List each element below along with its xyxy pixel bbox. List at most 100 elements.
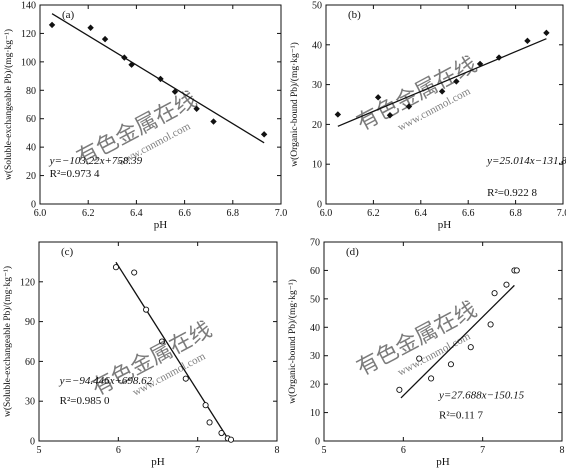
y-tick-label: 0 — [31, 200, 36, 211]
x-tick-label: 8 — [560, 445, 565, 456]
plot-frame — [38, 241, 278, 442]
panel-d: 5 6 7 8 0 10 20 30 40 50 60 70 pH w(Organic-bound Pb)… — [287, 238, 565, 469]
y-tick-label: 0 — [30, 437, 35, 448]
y-tick-label: 0 — [315, 437, 320, 448]
data-point — [218, 429, 225, 437]
x-tick-label: 6.8 — [509, 208, 522, 219]
x-axis-label: pH — [438, 219, 452, 231]
x-tick-label: 5 — [322, 445, 327, 456]
y-tick-label: 50 — [310, 294, 320, 305]
data-point — [487, 321, 494, 328]
panel-label: (c) — [61, 246, 74, 258]
data-point — [182, 375, 189, 382]
y-tick-label: 40 — [312, 40, 322, 51]
y-tick-label: 40 — [310, 323, 320, 334]
data-point — [476, 60, 484, 68]
data-point — [227, 436, 235, 443]
data-point — [447, 361, 454, 368]
y-tick-label: 60 — [25, 357, 35, 368]
data-point — [513, 267, 520, 274]
y-tick-label: 60 — [310, 266, 320, 277]
data-point — [416, 355, 423, 362]
x-tick-label: 7.0 — [275, 208, 288, 219]
data-point — [202, 402, 209, 409]
y-tick-label: 90 — [25, 317, 35, 328]
fit-equation: y=−94.446x+698.62 — [59, 375, 153, 387]
y-axis-label: w(Organic-bound Pb)/(mg·kg⁻¹) — [287, 279, 298, 404]
data-point — [503, 281, 510, 288]
y-tick-label: 20 — [26, 171, 36, 182]
data-point — [405, 103, 413, 110]
x-tick-label: 7 — [480, 445, 485, 456]
fit-equation: y=−103.22x+758.39 — [49, 155, 143, 167]
data-point — [396, 386, 403, 393]
data-point — [157, 75, 164, 83]
y-tick-label: 20 — [310, 380, 320, 391]
x-tick-label: 6.4 — [130, 208, 143, 219]
regression-line — [337, 38, 547, 127]
r-squared-label: R²=0.11 7 — [439, 409, 483, 421]
x-tick-label: 6.6 — [178, 208, 191, 219]
x-axis-label: pH — [154, 219, 168, 231]
y-tick-label: 60 — [26, 114, 36, 125]
panel-label: (d) — [346, 246, 359, 258]
panel-b: 6.0 6.2 6.4 6.6 6.8 7.0 0 10 20 30 40 50 pH w(Organic… — [289, 1, 566, 232]
x-axis-label: pH — [151, 456, 165, 468]
data-point — [158, 338, 166, 345]
y-tick-label: 10 — [310, 408, 320, 419]
plot-frame — [39, 4, 282, 205]
data-point — [334, 111, 342, 118]
r-squared-label: R²=0.973 4 — [50, 168, 100, 180]
x-tick-label: 8 — [275, 445, 280, 456]
x-tick-label: 6.0 — [320, 208, 333, 219]
data-point — [206, 419, 213, 426]
data-point — [171, 88, 179, 95]
data-point — [438, 88, 446, 95]
data-point — [131, 269, 138, 276]
y-tick-label: 30 — [25, 397, 35, 408]
y-tick-label: 140 — [21, 1, 36, 12]
data-point — [543, 29, 550, 37]
y-tick-label: 120 — [20, 277, 35, 288]
data-point — [112, 264, 120, 271]
data-point — [101, 35, 109, 43]
y-tick-label: 30 — [310, 351, 320, 362]
data-point — [128, 61, 135, 68]
y-tick-label: 50 — [312, 1, 322, 12]
data-point — [491, 290, 498, 297]
data-point — [374, 94, 382, 101]
x-tick-label: 6.4 — [415, 208, 428, 219]
y-tick-label: 40 — [26, 143, 36, 154]
y-axis-label: w(Soluble-exchangeable Pb)/(mg·kg⁻¹) — [2, 266, 13, 417]
regression-line — [400, 284, 515, 399]
data-point — [48, 21, 56, 29]
x-tick-label: 6 — [401, 445, 406, 456]
x-tick-label: 6 — [116, 445, 121, 456]
y-tick-label: 80 — [26, 86, 36, 97]
x-tick-label: 6.6 — [462, 208, 475, 219]
y-tick-label: 10 — [312, 160, 322, 171]
x-axis-label: pH — [436, 456, 450, 468]
data-point — [428, 375, 435, 382]
panel-c: 5 6 7 8 0 30 60 90 120 pH w(Soluble-exchangeable P… — [2, 241, 280, 468]
panel-label: (a) — [62, 9, 75, 21]
y-tick-label: 70 — [310, 238, 320, 249]
plot-frame — [323, 241, 563, 442]
data-point — [121, 54, 128, 61]
data-point — [193, 105, 200, 112]
x-tick-label: 6.2 — [367, 208, 380, 219]
y-axis-label: w(Soluble-exchangeable Pb)/(mg·kg⁻¹) — [3, 29, 14, 180]
x-tick-label: 6.8 — [227, 208, 240, 219]
fit-equation: y=27.688x−150.15 — [438, 389, 525, 401]
x-tick-label: 6.2 — [82, 208, 95, 219]
y-tick-label: 0 — [317, 200, 322, 211]
panel-a: 6.0 6.2 6.4 6.6 6.8 7.0 0 20 40 60 80 100 120 140 pH w(… — [3, 1, 287, 232]
data-point — [260, 131, 268, 138]
data-point — [386, 112, 394, 119]
fit-equation: y=25.014x−131.81 — [486, 155, 566, 167]
data-point — [467, 344, 474, 351]
y-axis-label: w(Organic-bound Pb)/(mg·kg⁻¹) — [289, 42, 300, 167]
